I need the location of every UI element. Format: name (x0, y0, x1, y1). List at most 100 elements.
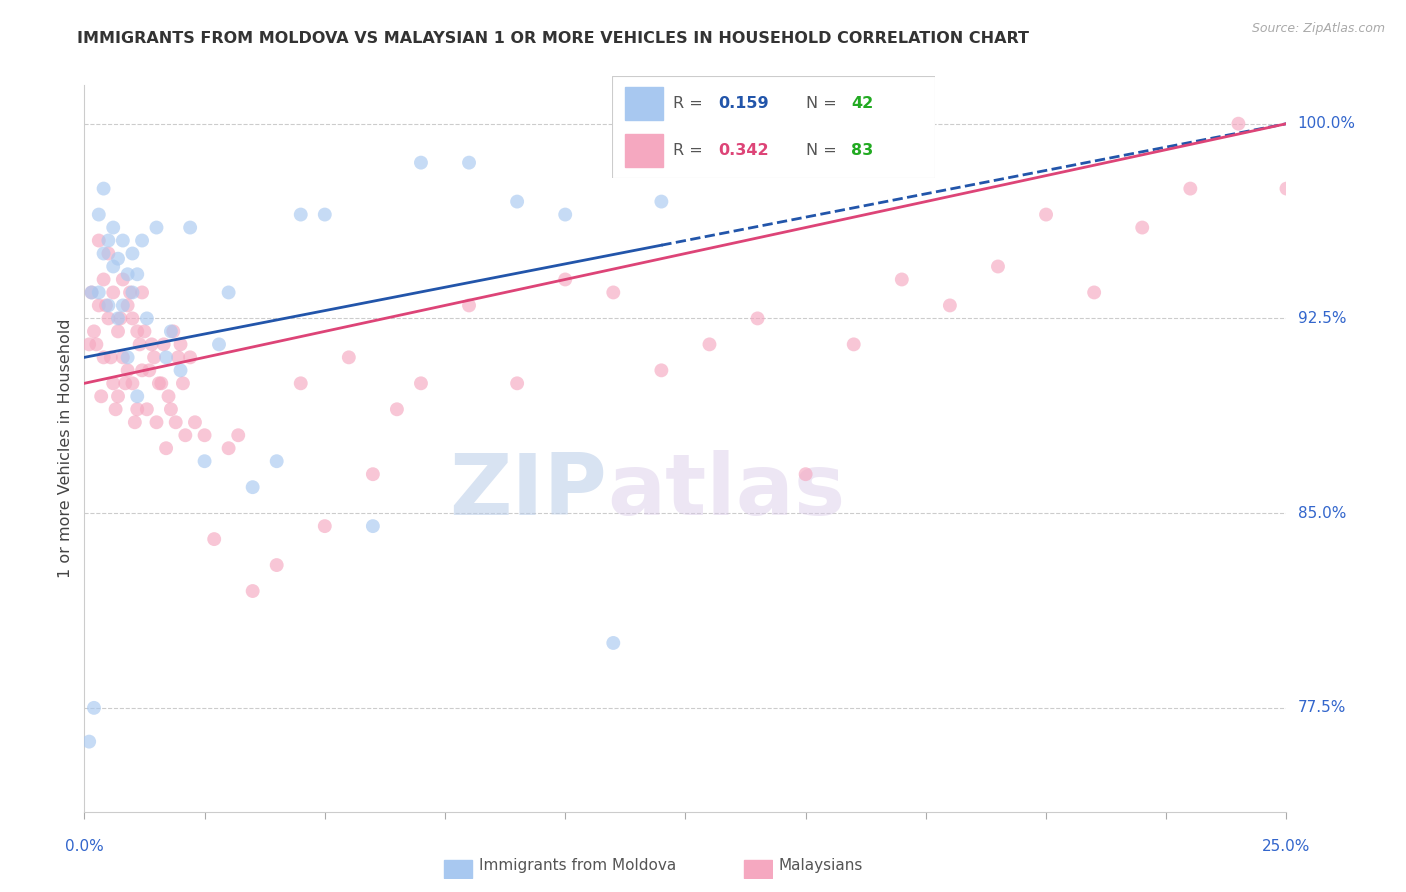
Point (145, 220, 167, 235)
Point (152, 337, 174, 351)
Text: N =: N = (806, 95, 837, 111)
Point (506, 376, 529, 391)
Point (87, 298, 110, 312)
Text: 77.5%: 77.5% (1298, 700, 1346, 715)
Point (1130, 220, 1153, 235)
Text: R =: R = (673, 143, 703, 158)
Point (80, 285, 103, 300)
Point (266, 558, 288, 572)
Text: 100.0%: 100.0% (1298, 116, 1355, 131)
Point (134, 325, 156, 339)
Point (602, 636, 624, 650)
Point (179, 220, 201, 235)
Point (842, 337, 865, 351)
Point (242, 584, 264, 599)
Point (174, 428, 197, 442)
Point (361, 467, 384, 482)
Point (314, 208, 336, 222)
Point (111, 272, 134, 286)
Point (87, 234, 110, 248)
Point (1227, 117, 1250, 131)
Text: IMMIGRANTS FROM MOLDOVA VS MALAYSIAN 1 OR MORE VEHICLES IN HOUSEHOLD CORRELATION: IMMIGRANTS FROM MOLDOVA VS MALAYSIAN 1 O… (77, 31, 1029, 46)
Point (121, 246, 143, 260)
Point (218, 442, 240, 456)
Point (87, 208, 110, 222)
Text: Source: ZipAtlas.com: Source: ZipAtlas.com (1251, 22, 1385, 36)
Point (150, 376, 173, 391)
Point (103, 220, 125, 235)
Point (939, 298, 962, 312)
Point (135, 402, 157, 417)
Point (1083, 285, 1105, 300)
Point (107, 252, 129, 266)
Point (131, 234, 153, 248)
Point (143, 351, 166, 365)
Point (117, 351, 139, 365)
Point (337, 351, 360, 365)
Bar (624, 87, 664, 120)
Point (77, 734, 100, 748)
Point (127, 325, 149, 339)
Point (94, 298, 117, 312)
Point (80, 285, 103, 300)
Point (747, 311, 769, 326)
Point (218, 285, 240, 300)
Point (117, 298, 139, 312)
Point (111, 351, 134, 365)
Text: 0.0%: 0.0% (65, 839, 104, 855)
Point (145, 415, 167, 429)
Text: Malaysians: Malaysians (779, 858, 863, 872)
Point (167, 351, 190, 365)
Point (127, 402, 149, 417)
Point (208, 337, 231, 351)
Text: 0.159: 0.159 (718, 95, 769, 111)
Text: 85.0%: 85.0% (1298, 506, 1346, 521)
Point (90, 389, 112, 403)
Point (93, 351, 115, 365)
Point (93, 272, 115, 286)
Point (100, 351, 122, 365)
Text: N =: N = (806, 143, 837, 158)
Point (160, 325, 183, 339)
Point (155, 351, 177, 365)
Point (118, 285, 141, 300)
Point (128, 337, 150, 351)
Text: R =: R = (673, 95, 703, 111)
Point (121, 285, 143, 300)
Text: 42: 42 (851, 95, 873, 111)
Point (184, 415, 207, 429)
Point (87, 285, 110, 300)
Point (266, 454, 288, 468)
Text: atlas: atlas (607, 450, 845, 533)
Point (157, 389, 180, 403)
Point (409, 155, 432, 169)
Point (162, 325, 184, 339)
Point (117, 267, 139, 281)
Point (135, 311, 157, 326)
Point (111, 298, 134, 312)
Text: Immigrants from Moldova: Immigrants from Moldova (479, 858, 676, 872)
Point (409, 376, 432, 391)
Point (103, 260, 125, 274)
Point (458, 155, 481, 169)
Point (650, 194, 672, 209)
Point (127, 267, 149, 281)
Text: 83: 83 (851, 143, 873, 158)
Point (226, 428, 249, 442)
Point (141, 337, 163, 351)
Point (385, 402, 408, 417)
Point (602, 285, 624, 300)
Point (242, 480, 264, 494)
Point (77, 337, 100, 351)
Point (83, 701, 105, 715)
Point (361, 519, 384, 533)
Point (194, 454, 217, 468)
Point (699, 337, 721, 351)
Point (987, 260, 1010, 274)
Point (121, 311, 143, 326)
Point (890, 272, 912, 286)
Point (172, 376, 194, 391)
Point (138, 363, 160, 377)
Bar (624, 135, 664, 167)
Point (148, 376, 170, 391)
